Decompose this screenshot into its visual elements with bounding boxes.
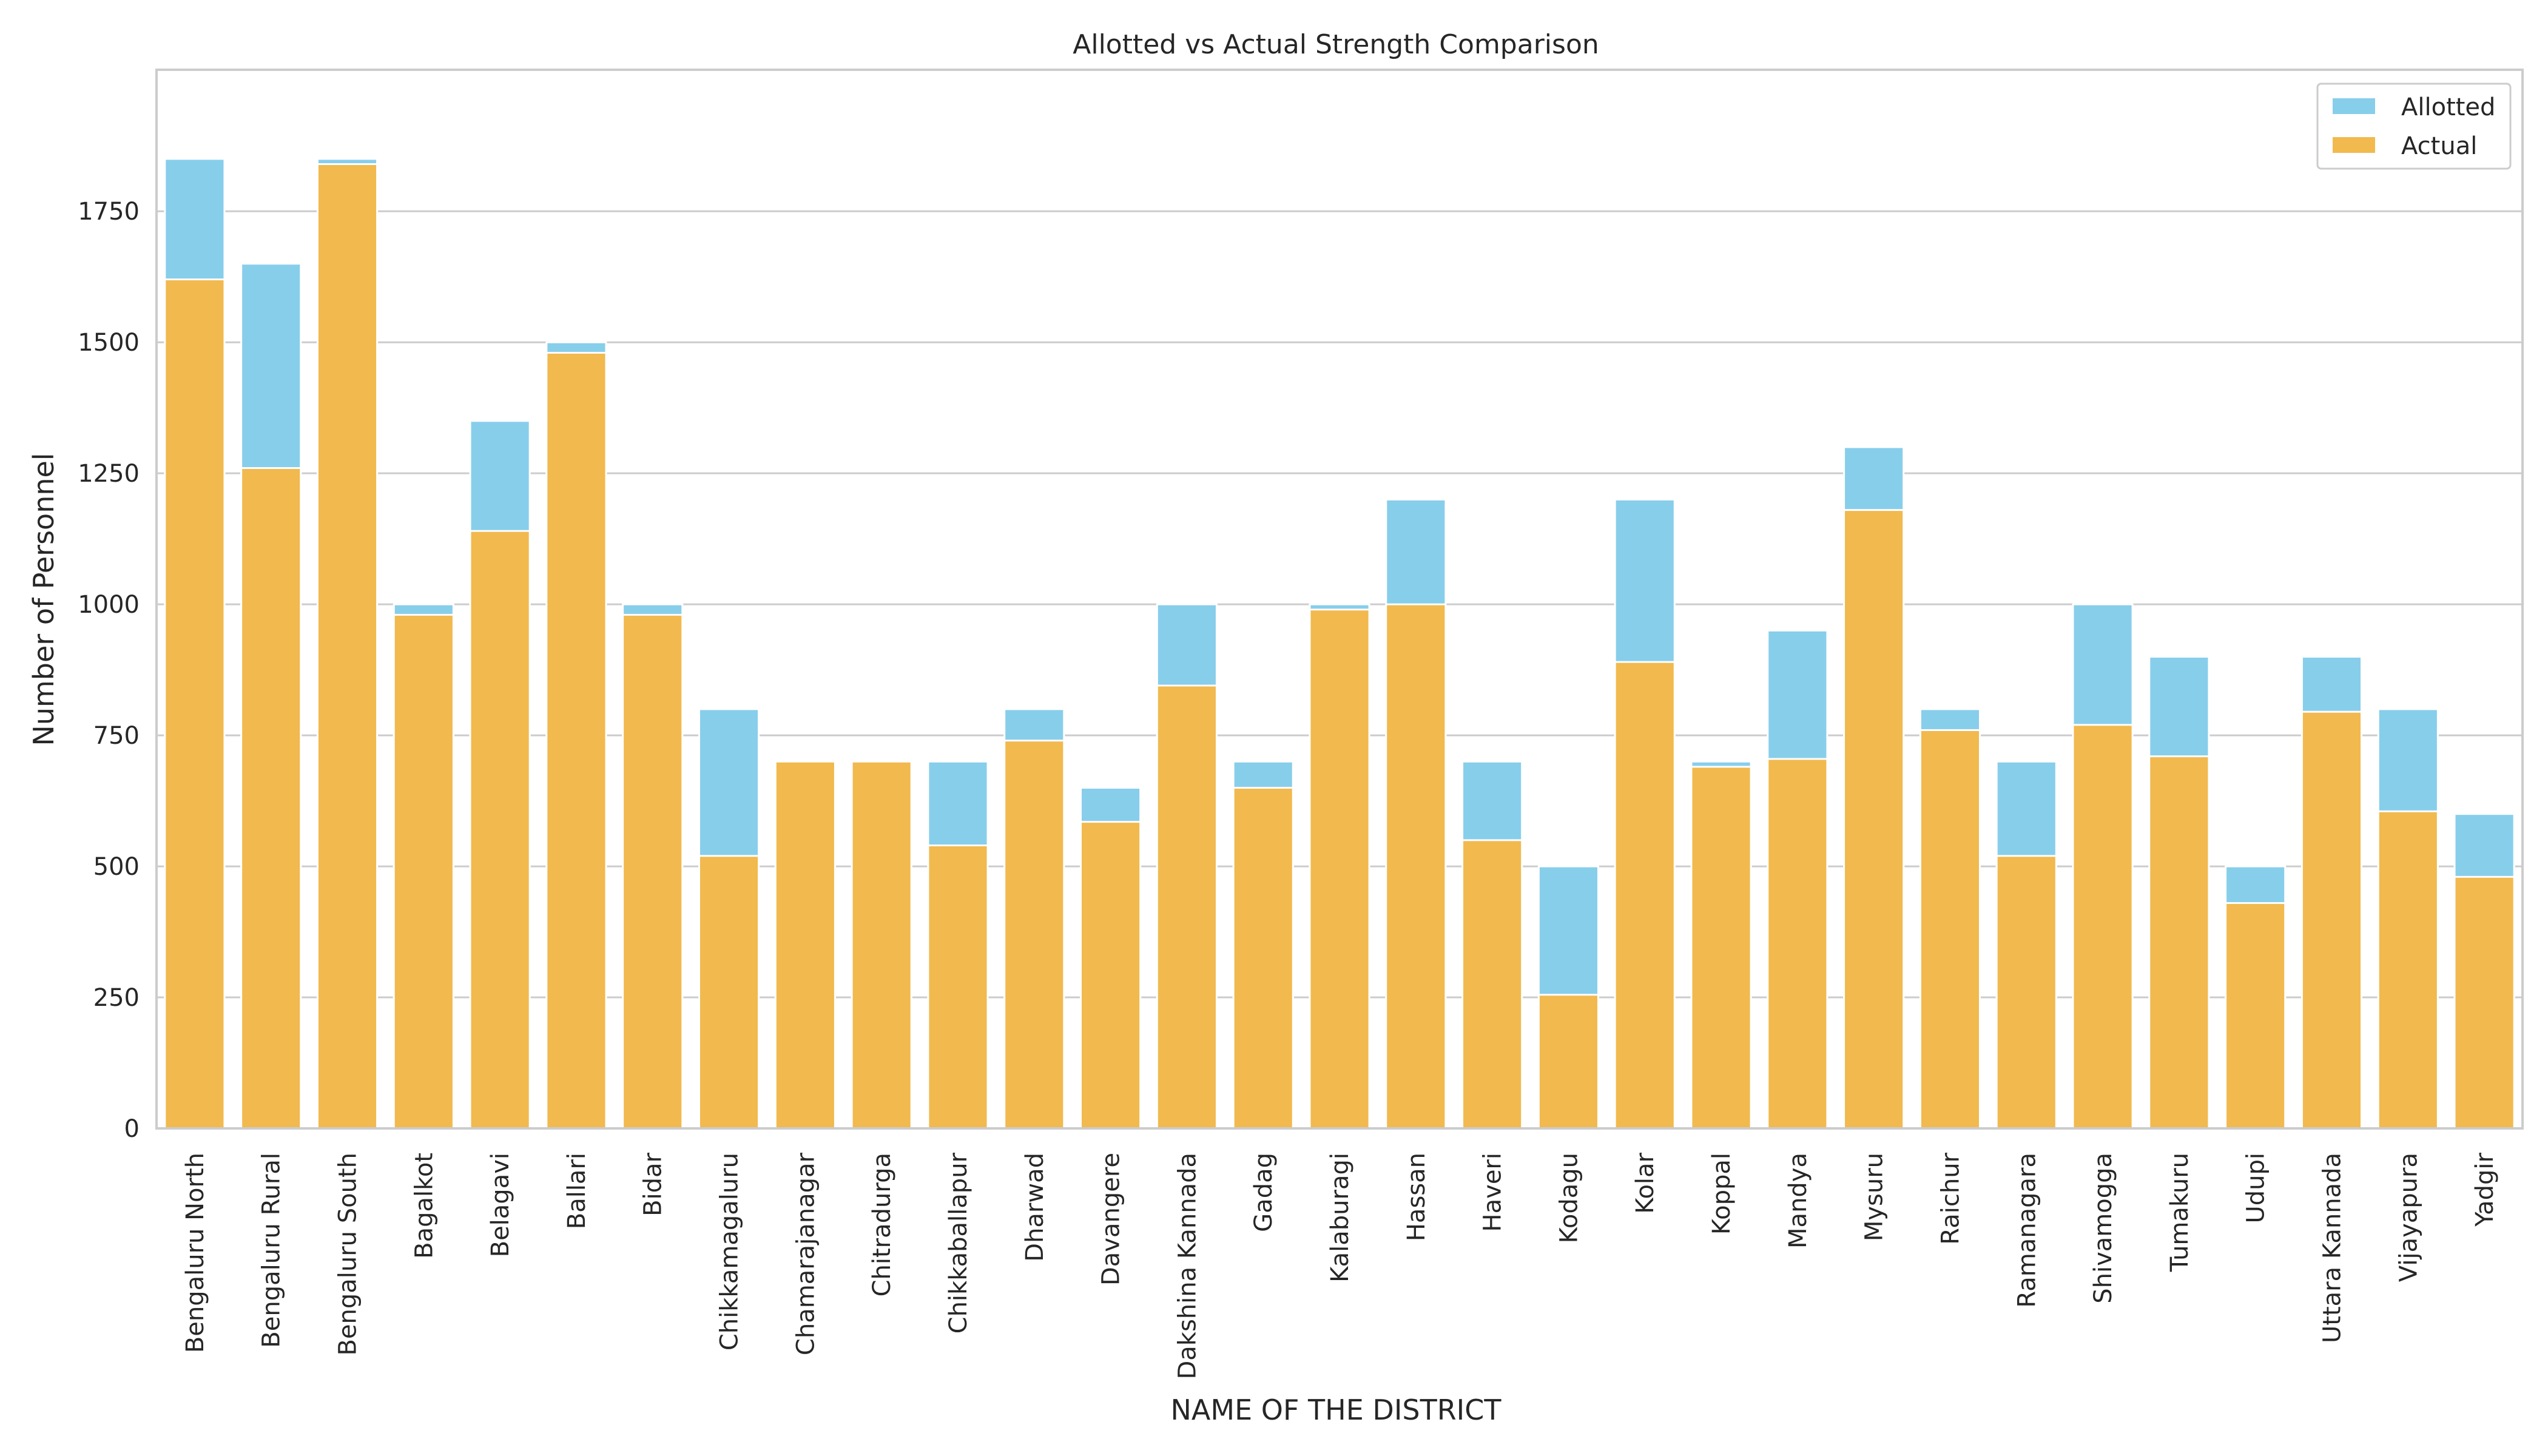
- x-tick-label: Ramanagara: [2013, 1153, 2041, 1308]
- y-tick-label: 750: [93, 722, 140, 750]
- x-tick-label: Dharwad: [1021, 1153, 1049, 1262]
- bar-actual: [698, 855, 760, 1130]
- x-tick-label: Chamarajanagar: [792, 1152, 820, 1355]
- x-tick-label: Chikkamagaluru: [716, 1153, 744, 1350]
- bar-actual: [1614, 661, 1676, 1130]
- y-axis-ticks: 0 250 500 750 1000 1250 1500 1750: [78, 198, 140, 1143]
- bar-actual: [927, 844, 989, 1130]
- bar-actual: [774, 760, 836, 1130]
- x-tick-label: Chitradurga: [868, 1153, 896, 1296]
- x-tick-label: Udupi: [2242, 1153, 2270, 1224]
- chart-title: Allotted vs Actual Strength Comparison: [1073, 29, 1599, 60]
- bar-actual: [240, 467, 302, 1130]
- x-tick-label: Haveri: [1479, 1153, 1507, 1232]
- y-tick-label: 1250: [78, 460, 140, 488]
- bar-actual: [469, 530, 531, 1130]
- bar-actual: [851, 760, 912, 1130]
- x-tick-label: Bidar: [639, 1152, 667, 1216]
- y-tick-label: 1750: [78, 198, 140, 226]
- bar-actual: [2225, 902, 2287, 1130]
- bar-actual: [1385, 603, 1447, 1130]
- x-tick-label: Bagalkot: [410, 1153, 438, 1259]
- legend-swatch-actual: [2333, 137, 2375, 153]
- x-tick-label: Ballari: [563, 1153, 591, 1229]
- x-tick-label: Belagavi: [487, 1153, 514, 1257]
- x-tick-label: Bengaluru North: [181, 1153, 209, 1353]
- x-tick-label: Raichur: [1936, 1152, 1964, 1244]
- bar-actual: [1537, 994, 1599, 1130]
- bar-actual: [164, 278, 226, 1130]
- y-tick-label: 250: [93, 984, 140, 1012]
- bar-actual: [2148, 755, 2210, 1130]
- x-tick-label: Bengaluru Rural: [258, 1153, 286, 1348]
- y-axis-label: Number of Personnel: [27, 453, 60, 746]
- x-tick-label: Shivamogga: [2089, 1153, 2117, 1304]
- bar-actual: [1690, 766, 1752, 1130]
- x-axis-label: NAME OF THE DISTRICT: [1171, 1394, 1502, 1426]
- bar-actual: [1080, 821, 1142, 1130]
- actual-bars: [164, 163, 2515, 1130]
- x-tick-label: Mandya: [1784, 1153, 1812, 1249]
- bar-actual: [1003, 740, 1065, 1130]
- x-tick-label: Mysuru: [1861, 1153, 1889, 1241]
- y-tick-label: 0: [124, 1115, 140, 1143]
- bar-actual: [1461, 839, 1523, 1130]
- bar-actual: [1767, 758, 1828, 1130]
- x-tick-label: Kodagu: [1555, 1153, 1583, 1243]
- x-tick-label: Koppal: [1708, 1153, 1736, 1235]
- x-tick-label: Chikkaballapur: [945, 1152, 972, 1333]
- legend-label-allotted: Allotted: [2401, 93, 2495, 121]
- y-tick-label: 500: [93, 853, 140, 881]
- x-tick-label: Kalaburagi: [1326, 1153, 1354, 1282]
- y-tick-label: 1000: [78, 591, 140, 619]
- bar-actual: [316, 163, 379, 1130]
- plot-frame: [155, 69, 2524, 1130]
- bar-actual: [1309, 608, 1370, 1130]
- bar-actual: [2072, 724, 2134, 1130]
- bar-actual: [545, 351, 607, 1130]
- legend-label-actual: Actual: [2401, 132, 2477, 160]
- x-tick-label: Davangere: [1097, 1153, 1125, 1286]
- bar-actual: [1156, 684, 1218, 1130]
- bar-actual: [1232, 786, 1294, 1130]
- x-tick-label: Kolar: [1631, 1152, 1659, 1213]
- bar-actual: [2453, 875, 2515, 1130]
- x-tick-label: Hassan: [1403, 1153, 1431, 1241]
- x-tick-label: Vijayapura: [2395, 1153, 2422, 1282]
- y-tick-label: 1500: [78, 329, 140, 357]
- x-tick-label: Yadgir: [2471, 1152, 2499, 1227]
- x-tick-label: Bengaluru South: [334, 1153, 362, 1356]
- bar-actual: [622, 613, 684, 1130]
- bar-actual: [2300, 710, 2363, 1130]
- bar-actual: [1995, 855, 2057, 1130]
- bar-actual: [2377, 810, 2439, 1130]
- legend: Allotted Actual: [2316, 83, 2512, 170]
- legend-swatch-allotted: [2333, 98, 2375, 114]
- x-axis-ticks: Bengaluru North Bengaluru Rural Bengaluru …: [181, 1152, 2499, 1379]
- x-tick-label: Dakshina Kannada: [1173, 1153, 1201, 1380]
- x-tick-label: Tumakuru: [2166, 1153, 2194, 1272]
- bar-actual: [1843, 509, 1905, 1130]
- x-tick-label: Gadag: [1250, 1153, 1278, 1232]
- bar-actual: [393, 613, 454, 1130]
- x-tick-label: Uttara Kannada: [2318, 1153, 2346, 1343]
- bar-actual: [1919, 729, 1981, 1130]
